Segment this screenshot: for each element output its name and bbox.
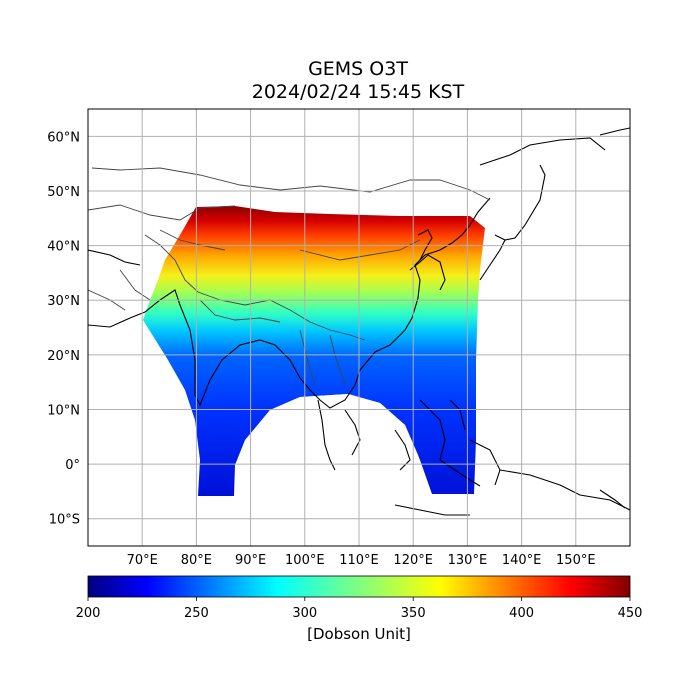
colorbar-ticks: 200 250 300 350 400 450	[76, 597, 643, 621]
latitude-labels: 60°N 50°N 40°N 30°N 20°N 10°N 0° 10°S	[47, 130, 80, 527]
lat-tick-label: 20°N	[47, 349, 80, 364]
map-subtitle-datetime: 2024/02/24 15:45 KST	[251, 81, 465, 103]
lat-tick-label: 40°N	[47, 240, 80, 255]
lon-tick-label: 130°E	[448, 553, 488, 568]
colorbar-tick-label: 450	[618, 606, 643, 621]
lon-tick-label: 80°E	[181, 553, 212, 568]
lat-tick-label: 50°N	[47, 185, 80, 200]
lon-tick-label: 100°E	[285, 553, 325, 568]
gridlines	[88, 109, 630, 546]
lon-tick-label: 70°E	[127, 553, 158, 568]
colorbar-tick-label: 300	[292, 606, 317, 621]
colorbar: 200 250 300 350 400 450 [Dobson Unit]	[76, 575, 643, 643]
lat-tick-label: 60°N	[47, 130, 80, 145]
colorbar-tick-label: 250	[184, 606, 209, 621]
colorbar-label: [Dobson Unit]	[307, 625, 411, 643]
colorbar-tick-label: 350	[401, 606, 426, 621]
map-title: GEMS O3T	[308, 58, 408, 80]
colorbar-gradient	[87, 575, 631, 598]
no-data-gap	[235, 394, 430, 496]
lon-tick-label: 110°E	[339, 553, 379, 568]
map-frame	[87, 108, 631, 547]
lon-tick-label: 120°E	[393, 553, 433, 568]
lon-tick-label: 90°E	[235, 553, 266, 568]
longitude-labels: 70°E 80°E 90°E 100°E 110°E 120°E 130°E 140°E 150…	[127, 553, 596, 568]
lat-tick-label: 10°S	[49, 513, 80, 528]
lon-tick-label: 140°E	[502, 553, 542, 568]
lat-tick-label: 10°N	[47, 403, 80, 418]
coastlines	[88, 127, 630, 516]
colorbar-tick-label: 200	[76, 606, 101, 621]
ozone-data-swath	[143, 206, 485, 496]
lon-tick-label: 150°E	[556, 553, 596, 568]
country-borders	[88, 167, 491, 386]
lat-tick-label: 0°	[65, 458, 80, 473]
lat-tick-label: 30°N	[47, 294, 80, 309]
colorbar-tick-label: 400	[509, 606, 534, 621]
